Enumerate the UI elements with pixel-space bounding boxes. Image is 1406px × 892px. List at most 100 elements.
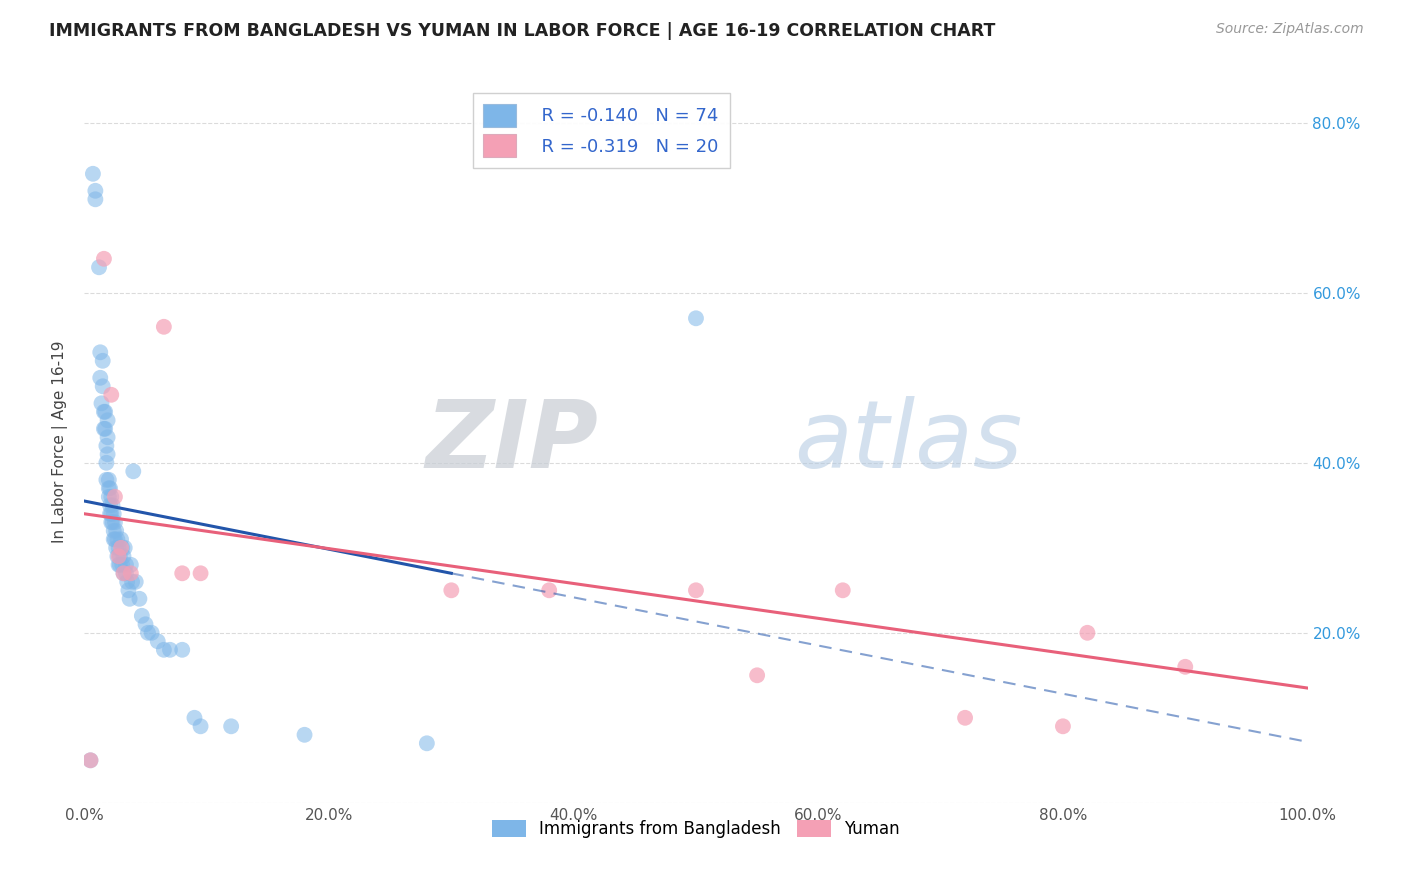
- Point: [103, 524, 125, 538]
- Point: [98, 481, 121, 495]
- Point: [105, 533, 128, 547]
- Point: [104, 533, 127, 547]
- Point: [108, 549, 131, 564]
- Point: [294, 728, 316, 742]
- Point: [953, 711, 976, 725]
- Point: [219, 719, 242, 733]
- Point: [98, 507, 121, 521]
- Point: [107, 541, 129, 555]
- Point: [79, 753, 101, 767]
- Point: [105, 541, 128, 555]
- Point: [190, 566, 212, 581]
- Point: [87, 260, 110, 275]
- Point: [831, 583, 853, 598]
- Point: [96, 439, 118, 453]
- Point: [89, 345, 111, 359]
- Point: [112, 549, 135, 564]
- Point: [111, 541, 134, 555]
- Point: [104, 490, 127, 504]
- Point: [1052, 719, 1074, 733]
- Point: [118, 591, 141, 606]
- Point: [685, 583, 707, 598]
- Point: [98, 498, 121, 512]
- Point: [97, 490, 120, 504]
- Point: [108, 558, 131, 572]
- Point: [538, 583, 561, 598]
- Text: atlas: atlas: [794, 396, 1022, 487]
- Point: [82, 167, 104, 181]
- Point: [97, 413, 120, 427]
- Point: [131, 608, 153, 623]
- Point: [111, 558, 134, 572]
- Point: [120, 566, 142, 581]
- Point: [747, 668, 769, 682]
- Point: [159, 642, 181, 657]
- Point: [115, 558, 138, 572]
- Point: [100, 516, 122, 530]
- Point: [93, 422, 115, 436]
- Point: [100, 507, 122, 521]
- Point: [93, 405, 115, 419]
- Point: [416, 736, 439, 750]
- Point: [107, 549, 129, 564]
- Point: [96, 456, 118, 470]
- Point: [1174, 660, 1197, 674]
- Point: [97, 447, 120, 461]
- Point: [146, 634, 169, 648]
- Point: [91, 353, 114, 368]
- Point: [110, 533, 132, 547]
- Point: [89, 371, 111, 385]
- Point: [172, 642, 194, 657]
- Point: [112, 566, 135, 581]
- Point: [94, 422, 117, 436]
- Legend: Immigrants from Bangladesh, Yuman: Immigrants from Bangladesh, Yuman: [485, 814, 907, 845]
- Point: [153, 642, 176, 657]
- Point: [100, 490, 122, 504]
- Point: [172, 566, 194, 581]
- Point: [96, 473, 118, 487]
- Point: [101, 516, 124, 530]
- Point: [107, 558, 129, 572]
- Point: [100, 388, 122, 402]
- Point: [115, 566, 138, 581]
- Point: [136, 625, 159, 640]
- Point: [121, 574, 143, 589]
- Point: [440, 583, 463, 598]
- Point: [93, 252, 115, 266]
- Point: [105, 549, 128, 564]
- Point: [105, 524, 128, 538]
- Point: [110, 541, 132, 555]
- Point: [115, 574, 138, 589]
- Point: [141, 625, 163, 640]
- Point: [128, 591, 150, 606]
- Point: [84, 192, 107, 206]
- Point: [91, 379, 114, 393]
- Point: [120, 558, 142, 572]
- Point: [97, 481, 120, 495]
- Point: [84, 184, 107, 198]
- Point: [112, 566, 135, 581]
- Point: [125, 574, 148, 589]
- Point: [97, 430, 120, 444]
- Point: [135, 617, 157, 632]
- Y-axis label: In Labor Force | Age 16-19: In Labor Force | Age 16-19: [52, 340, 69, 543]
- Point: [79, 753, 101, 767]
- Point: [153, 319, 176, 334]
- Text: IMMIGRANTS FROM BANGLADESH VS YUMAN IN LABOR FORCE | AGE 16-19 CORRELATION CHART: IMMIGRANTS FROM BANGLADESH VS YUMAN IN L…: [49, 22, 995, 40]
- Text: ZIP: ZIP: [425, 395, 598, 488]
- Point: [90, 396, 112, 410]
- Text: Source: ZipAtlas.com: Source: ZipAtlas.com: [1216, 22, 1364, 37]
- Point: [685, 311, 707, 326]
- Point: [1076, 625, 1098, 640]
- Point: [104, 516, 127, 530]
- Point: [122, 464, 145, 478]
- Point: [101, 498, 124, 512]
- Point: [190, 719, 212, 733]
- Point: [117, 583, 139, 598]
- Point: [103, 533, 125, 547]
- Point: [114, 541, 136, 555]
- Point: [97, 473, 120, 487]
- Point: [103, 507, 125, 521]
- Point: [183, 711, 205, 725]
- Point: [94, 405, 117, 419]
